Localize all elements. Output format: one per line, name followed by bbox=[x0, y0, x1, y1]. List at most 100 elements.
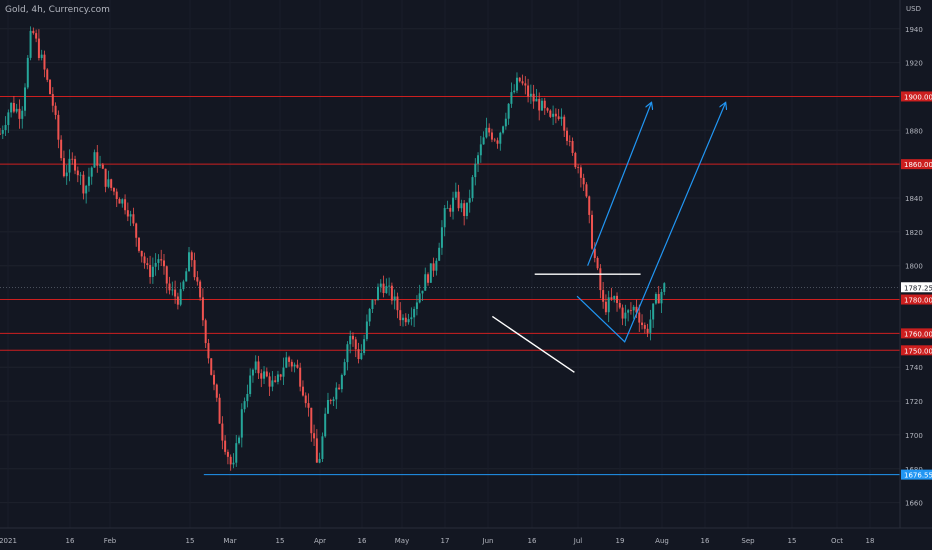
candle-body bbox=[641, 322, 644, 326]
candle-body bbox=[457, 191, 460, 209]
candle-body bbox=[357, 349, 360, 360]
candle-body bbox=[326, 400, 329, 414]
candle-body bbox=[446, 207, 449, 209]
candle-body bbox=[188, 252, 190, 272]
candle-body bbox=[552, 113, 555, 117]
candle-body bbox=[460, 203, 463, 209]
candle-body bbox=[396, 296, 399, 311]
candle-body bbox=[7, 112, 10, 126]
candle-body bbox=[582, 177, 585, 185]
candle-body bbox=[610, 297, 613, 299]
drawing-annotations bbox=[491, 103, 725, 373]
candle-body bbox=[54, 105, 57, 115]
candle-body bbox=[162, 260, 165, 267]
horizontal-levels bbox=[0, 95, 900, 476]
candle-body bbox=[74, 159, 77, 171]
candle-body bbox=[429, 263, 432, 283]
date-tick-label: Mar bbox=[223, 537, 236, 545]
price-tag-label: 1750.00 bbox=[904, 347, 932, 355]
candle-body bbox=[499, 132, 502, 144]
candle-body bbox=[46, 69, 49, 80]
candle-body bbox=[535, 98, 538, 102]
current-price-tag-label: 1787.25 bbox=[904, 284, 932, 292]
candle-body bbox=[652, 303, 655, 320]
candle-body bbox=[374, 299, 377, 301]
candle-body bbox=[424, 274, 427, 291]
candle-body bbox=[235, 443, 238, 463]
candle-body bbox=[57, 114, 60, 140]
candle-body bbox=[210, 358, 213, 375]
candle-body bbox=[199, 281, 202, 298]
candle-body bbox=[299, 367, 302, 387]
candle-body bbox=[616, 295, 619, 303]
candle-body bbox=[596, 257, 599, 269]
date-tick-label: 16 bbox=[66, 537, 75, 545]
candle-body bbox=[290, 361, 293, 367]
date-tick-label: 15 bbox=[186, 537, 195, 545]
candle-body bbox=[599, 268, 602, 291]
candle-body bbox=[104, 168, 107, 187]
candle-body bbox=[618, 302, 621, 308]
candle-body bbox=[313, 433, 316, 439]
candle-body bbox=[546, 108, 549, 111]
candle-body bbox=[43, 54, 46, 70]
candle-body bbox=[304, 395, 307, 404]
candle-body bbox=[563, 116, 566, 131]
candle-body bbox=[513, 90, 516, 93]
candle-body bbox=[549, 110, 552, 117]
candle-body bbox=[385, 286, 388, 294]
date-tick-label: 16 bbox=[358, 537, 367, 545]
candle-body bbox=[346, 344, 349, 363]
candle-body bbox=[504, 118, 507, 127]
candle-body bbox=[143, 256, 146, 264]
candle-body bbox=[310, 407, 313, 434]
candle-body bbox=[301, 386, 304, 396]
candle-body bbox=[274, 380, 277, 382]
candle-body bbox=[129, 214, 132, 217]
candle-body bbox=[246, 393, 249, 402]
candle-body bbox=[538, 98, 541, 111]
candle-body bbox=[399, 310, 402, 321]
price-axis[interactable] bbox=[900, 0, 932, 528]
price-tag-bg bbox=[901, 328, 932, 339]
date-tick-label: 19 bbox=[616, 537, 625, 545]
candle-body bbox=[321, 436, 324, 459]
candle-body bbox=[101, 164, 104, 169]
candle-body bbox=[40, 54, 43, 59]
candle-body bbox=[79, 174, 82, 176]
candle-body bbox=[62, 158, 65, 177]
candle-body bbox=[1, 130, 4, 134]
candle-body bbox=[482, 137, 485, 145]
candle-body bbox=[518, 77, 521, 82]
candle-body bbox=[115, 191, 118, 200]
price-tick-label: 1740 bbox=[905, 364, 923, 372]
candle-body bbox=[154, 262, 157, 267]
candle-body bbox=[201, 297, 204, 321]
candle-body bbox=[10, 102, 13, 113]
date-tick-label: May bbox=[395, 537, 409, 545]
candle-body bbox=[377, 286, 379, 301]
time-axis[interactable] bbox=[0, 528, 900, 550]
candle-body bbox=[593, 248, 596, 258]
projection-arrow-1 bbox=[587, 103, 652, 266]
candle-body bbox=[329, 400, 332, 401]
candle-body bbox=[591, 214, 594, 249]
date-tick-label: Oct bbox=[831, 537, 843, 545]
candle-body bbox=[577, 167, 580, 168]
chart-title: Gold, 4h, Currency.com bbox=[5, 5, 110, 15]
candle-body bbox=[315, 438, 318, 463]
candle-body bbox=[638, 312, 641, 323]
support-trendline bbox=[491, 315, 575, 373]
candle-body bbox=[229, 456, 232, 465]
candle-body bbox=[126, 210, 129, 217]
candle-body bbox=[112, 187, 115, 192]
time-axis-labels: 2021 16 Feb 15 Mar 15 Apr 16 May 17 Jun 16 Jul 19 Aug 1… bbox=[0, 537, 874, 545]
date-tick-label: 16 bbox=[528, 537, 537, 545]
candle-body bbox=[543, 100, 546, 109]
candle-body bbox=[332, 399, 335, 401]
candle-body bbox=[488, 127, 491, 133]
candle-body bbox=[93, 152, 96, 168]
price-tick-label: 1880 bbox=[905, 127, 923, 135]
candle-body bbox=[349, 335, 352, 345]
